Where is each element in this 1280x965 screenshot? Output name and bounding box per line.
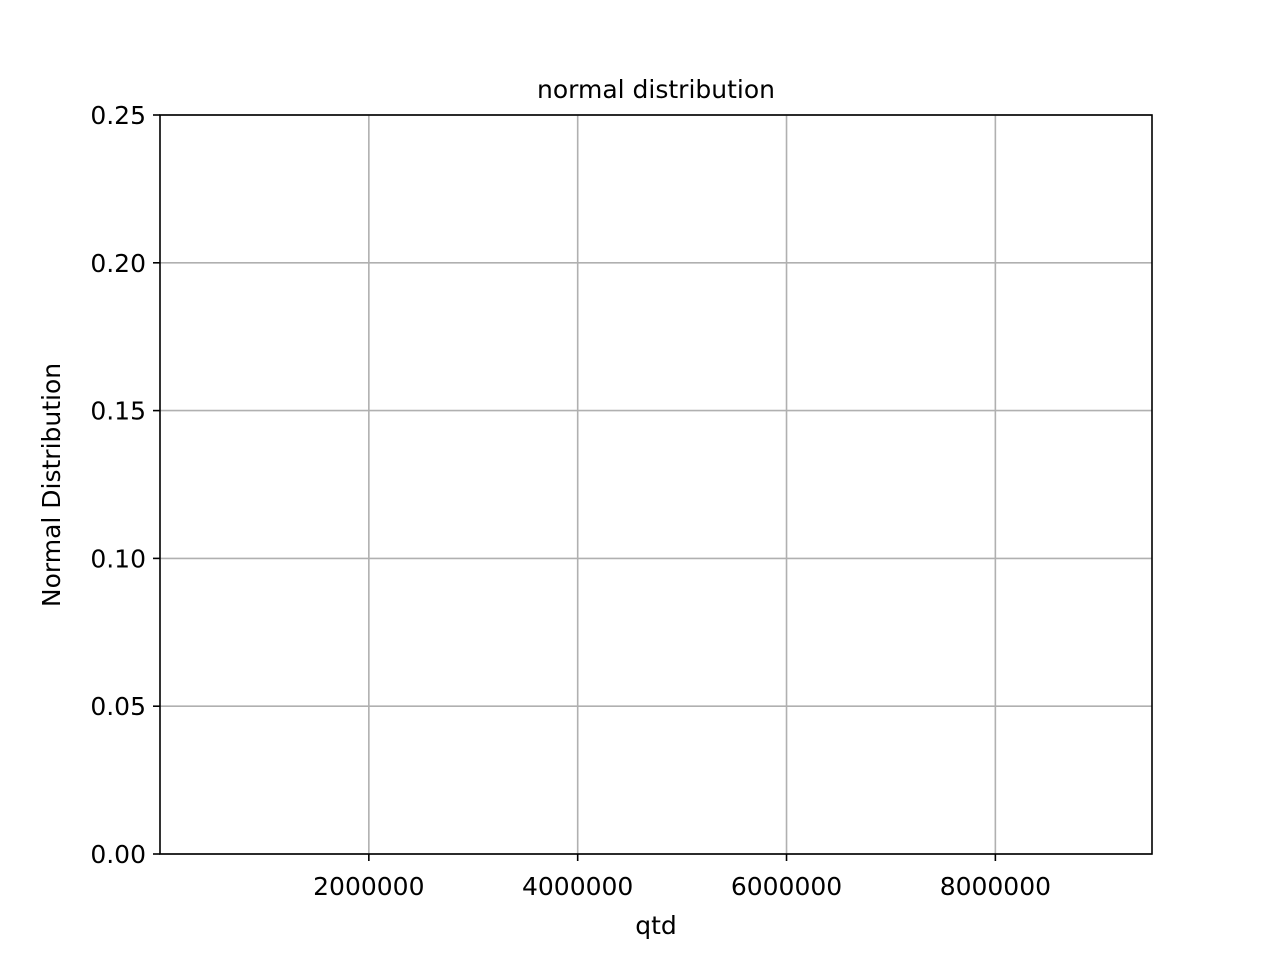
y-tick-label: 0.10	[90, 544, 146, 573]
x-tick-label: 2000000	[313, 872, 424, 901]
x-tick-label: 4000000	[522, 872, 633, 901]
y-axis-label: Normal Distribution	[37, 363, 66, 607]
y-tick-label: 0.20	[90, 249, 146, 278]
x-tick-label: 6000000	[731, 872, 842, 901]
y-tick-label: 0.05	[90, 692, 146, 721]
x-axis-label: qtd	[635, 911, 677, 940]
y-tick-label: 0.00	[90, 840, 146, 869]
y-tick-label: 0.15	[90, 397, 146, 426]
x-tick-label: 8000000	[940, 872, 1051, 901]
ticks-layer: 2000000 4000000 6000000 8000000 0.00 0.05 0.10…	[90, 101, 1051, 901]
plot-frame	[159, 114, 1153, 855]
y-tick-label: 0.25	[90, 101, 146, 130]
chart-title: normal distribution	[537, 75, 775, 104]
